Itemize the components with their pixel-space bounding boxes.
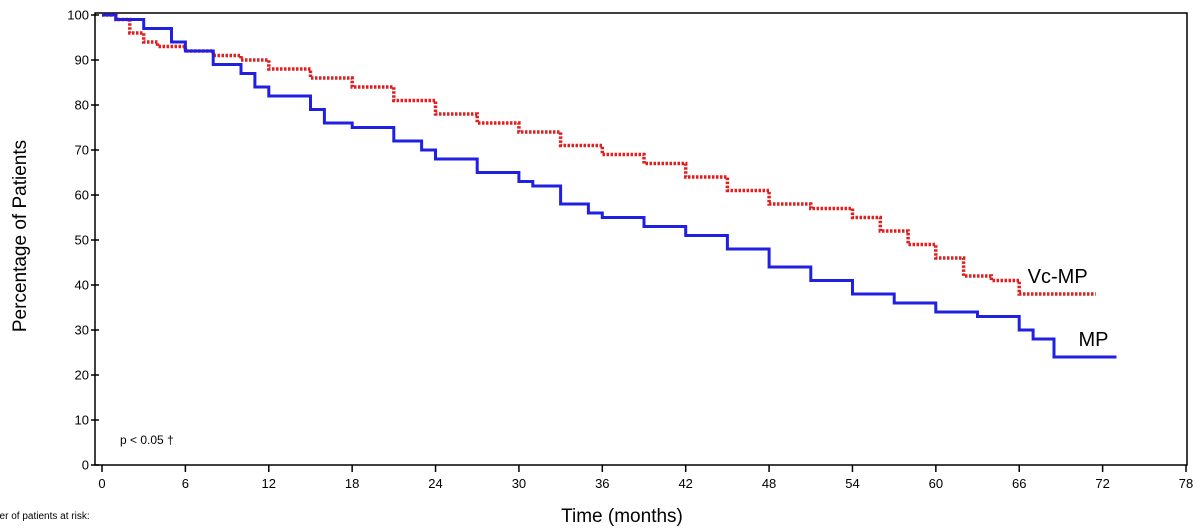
y-tick-label-50: 50 — [75, 233, 89, 248]
y-tick-label-100: 100 — [67, 8, 89, 23]
x-axis: 0 6 12 18 24 30 36 42 48 54 60 66 72 78 — [98, 465, 1193, 491]
x-tick-label-54: 54 — [845, 476, 859, 491]
y-tick-label-10: 10 — [75, 413, 89, 428]
x-tick-label-12: 12 — [262, 476, 276, 491]
y-tick-label-60: 60 — [75, 188, 89, 203]
x-tick-label-30: 30 — [512, 476, 526, 491]
footer-note: ber of patients at risk: — [0, 511, 90, 522]
x-tick-label-24: 24 — [428, 476, 442, 491]
x-axis-title: Time (months) — [561, 506, 683, 527]
x-tick-label-42: 42 — [678, 476, 692, 491]
y-tick-label-90: 90 — [75, 53, 89, 68]
y-axis-title: Percentage of Patients — [10, 140, 31, 332]
y-tick-label-40: 40 — [75, 278, 89, 293]
p-value-annotation: p < 0.05 † — [120, 433, 174, 447]
y-tick-label-20: 20 — [75, 368, 89, 383]
series-label-vc-mp: Vc-MP — [1028, 266, 1088, 288]
plot-frame — [94, 12, 1188, 466]
series-label-mp: MP — [1079, 329, 1109, 351]
y-tick-label-0: 0 — [82, 458, 89, 473]
series-labels: Vc-MP MP — [1028, 266, 1109, 351]
x-tick-label-60: 60 — [929, 476, 943, 491]
series-layer — [102, 13, 1117, 359]
y-axis: 0 10 20 30 40 50 60 70 80 90 100 — [67, 8, 99, 473]
y-tick-label-80: 80 — [75, 98, 89, 113]
x-tick-label-72: 72 — [1095, 476, 1109, 491]
x-tick-label-48: 48 — [762, 476, 776, 491]
x-tick-label-66: 66 — [1012, 476, 1026, 491]
x-tick-label-36: 36 — [595, 476, 609, 491]
x-tick-label-0: 0 — [98, 476, 105, 491]
x-tick-label-18: 18 — [345, 476, 359, 491]
x-tick-label-6: 6 — [182, 476, 189, 491]
y-tick-label-30: 30 — [75, 323, 89, 338]
y-tick-label-70: 70 — [75, 143, 89, 158]
series-mp-line — [102, 13, 1117, 359]
x-tick-label-78: 78 — [1179, 476, 1193, 491]
